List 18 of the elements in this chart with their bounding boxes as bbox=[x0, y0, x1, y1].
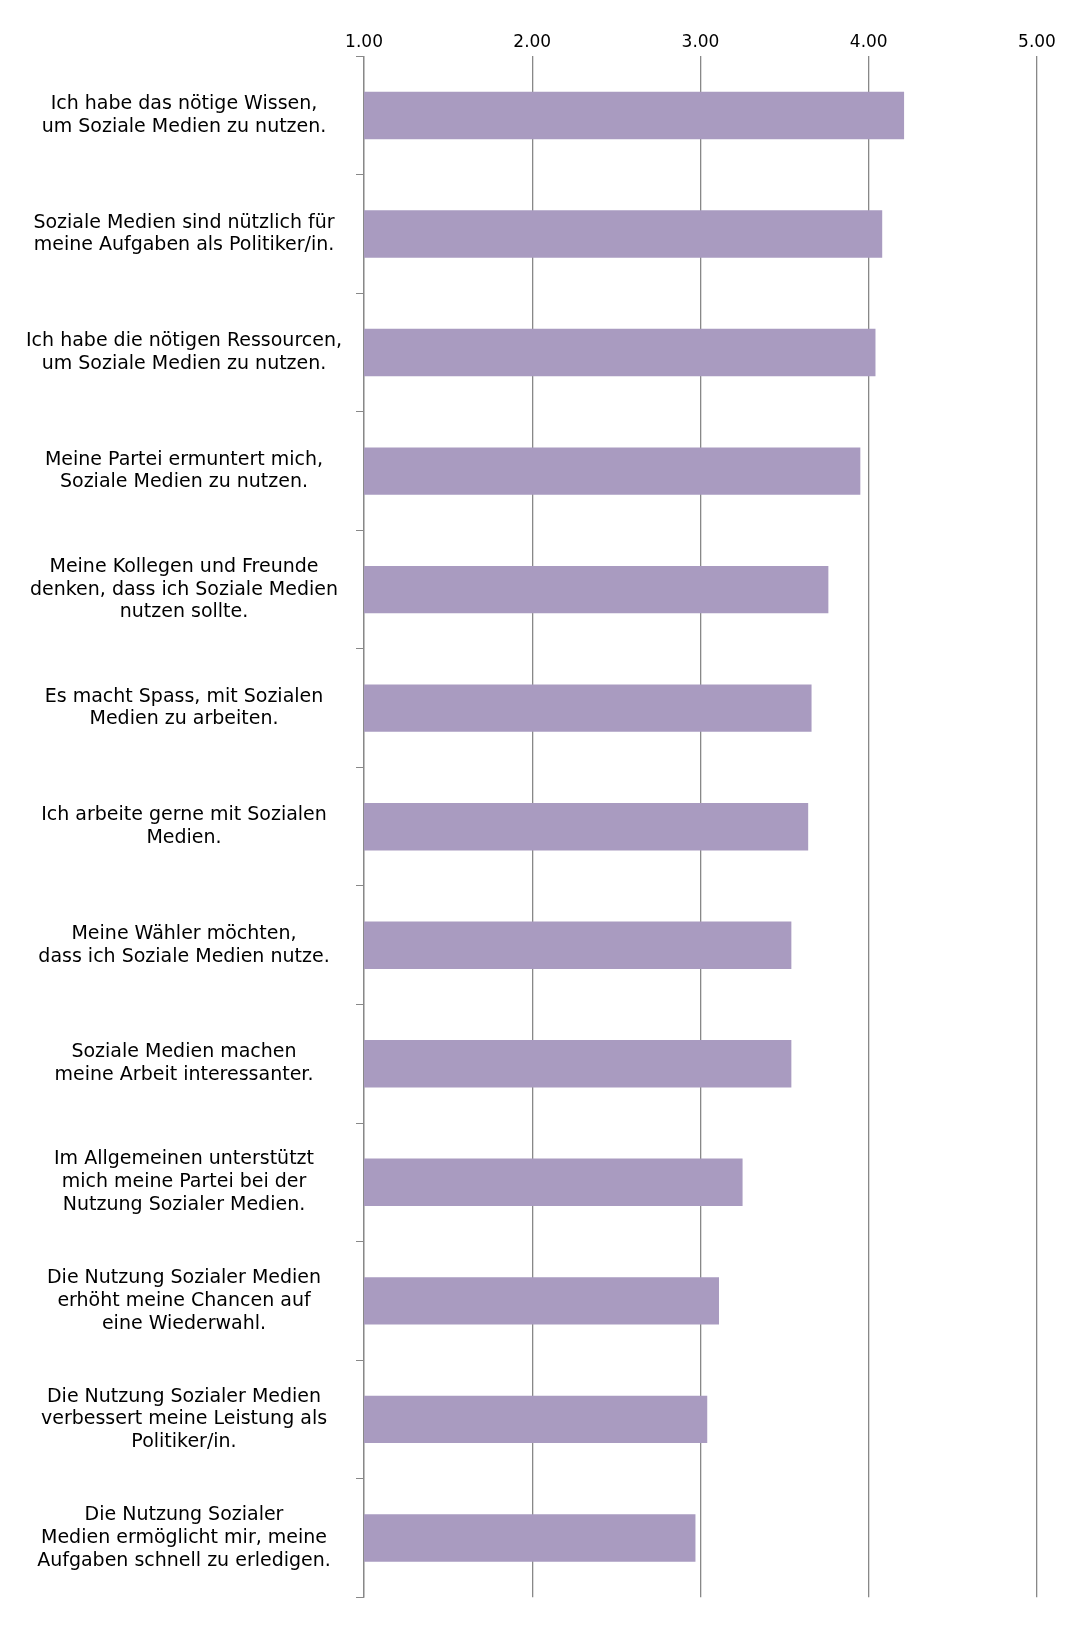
y-tick-label: Ich habe das nötige Wissen, um Soziale Medien zu nutzen. bbox=[41, 91, 327, 136]
y-tick-label: Meine Wähler möchten, dass ich Soziale Medien nutze. bbox=[38, 920, 330, 966]
y-tick-label: Meine Partei ermuntert mich, Soziale Medien zu nutzen. bbox=[44, 446, 324, 492]
x-tick-label: 3.00 bbox=[681, 31, 720, 52]
y-tick-label: Es macht Spass, mit Sozialen Medien zu arbeiten. bbox=[44, 683, 324, 729]
y-tick-label: Die Nutzung Sozialer Medien ermöglicht mir, meine Aufgaben schnell zu erledigen. bbox=[37, 1502, 331, 1570]
y-tick-label: Die Nutzung Sozialer Medien verbessert meine Leistung als Politiker/in. bbox=[40, 1383, 328, 1452]
y-tick-label: Ich habe die nötigen Ressourcen, um Soziale Medien zu nutzen. bbox=[26, 328, 343, 373]
y-tick-label: Im Allgemeinen unterstützt mich meine Partei bei der Nutzung Sozialer Medien. bbox=[53, 1146, 315, 1215]
x-tick-label: 4.00 bbox=[849, 31, 888, 52]
y-tick-label: Die Nutzung Sozialer Medien erhöht meine Chancen auf eine Wiederwahl. bbox=[46, 1264, 322, 1333]
y-tick-label: Ich arbeite gerne mit Sozialen Medien. bbox=[41, 802, 327, 848]
x-tick-label: 5.00 bbox=[1018, 31, 1056, 52]
x-tick-label: 1.00 bbox=[345, 31, 383, 52]
y-tick-label: Soziale Medien sind nützlich für meine Aufgaben als Politiker/in. bbox=[33, 209, 335, 255]
y-tick-label: Soziale Medien machen meine Arbeit interessanter. bbox=[54, 1039, 314, 1085]
x-tick-label: 2.00 bbox=[513, 31, 552, 52]
y-tick-label: Meine Kollegen und Freunde denken, dass ich Soziale Medien nutzen sollte. bbox=[29, 553, 339, 622]
